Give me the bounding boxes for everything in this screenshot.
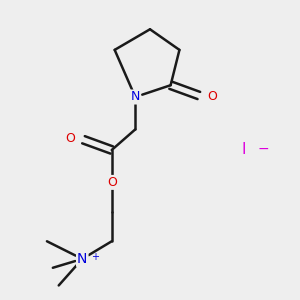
Text: O: O <box>107 176 117 189</box>
Text: +: + <box>92 253 100 262</box>
Text: I: I <box>242 142 247 158</box>
Text: N: N <box>130 91 140 103</box>
Text: O: O <box>66 132 75 145</box>
Text: −: − <box>257 142 269 155</box>
Text: N: N <box>77 252 88 266</box>
Text: O: O <box>207 91 217 103</box>
